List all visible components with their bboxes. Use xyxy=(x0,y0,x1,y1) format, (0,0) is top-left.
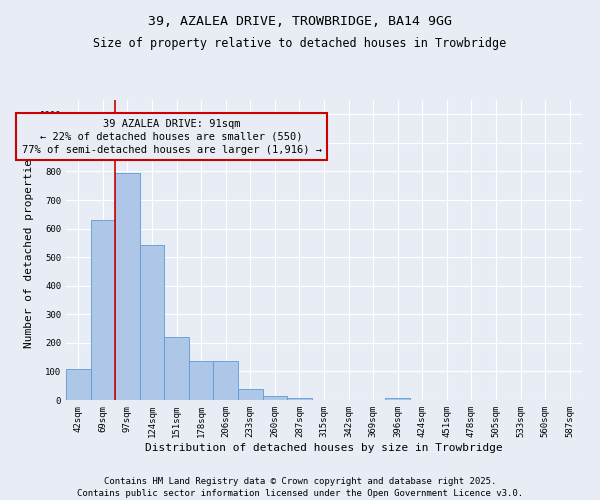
Bar xyxy=(214,362,238,400)
Y-axis label: Number of detached properties: Number of detached properties xyxy=(24,152,34,348)
Bar xyxy=(263,396,287,400)
Bar xyxy=(164,336,189,400)
Text: 39, AZALEA DRIVE, TROWBRIDGE, BA14 9GG: 39, AZALEA DRIVE, TROWBRIDGE, BA14 9GG xyxy=(148,15,452,28)
Bar xyxy=(385,398,410,400)
Bar xyxy=(189,362,214,400)
Text: Contains HM Land Registry data © Crown copyright and database right 2025.
Contai: Contains HM Land Registry data © Crown c… xyxy=(77,476,523,498)
Bar xyxy=(287,398,312,400)
Bar xyxy=(91,220,115,400)
Bar xyxy=(66,370,91,400)
Bar xyxy=(140,245,164,400)
Text: 39 AZALEA DRIVE: 91sqm
← 22% of detached houses are smaller (550)
77% of semi-de: 39 AZALEA DRIVE: 91sqm ← 22% of detached… xyxy=(22,118,322,155)
Bar xyxy=(115,173,140,400)
Bar xyxy=(238,388,263,400)
Text: Size of property relative to detached houses in Trowbridge: Size of property relative to detached ho… xyxy=(94,38,506,51)
X-axis label: Distribution of detached houses by size in Trowbridge: Distribution of detached houses by size … xyxy=(145,442,503,452)
